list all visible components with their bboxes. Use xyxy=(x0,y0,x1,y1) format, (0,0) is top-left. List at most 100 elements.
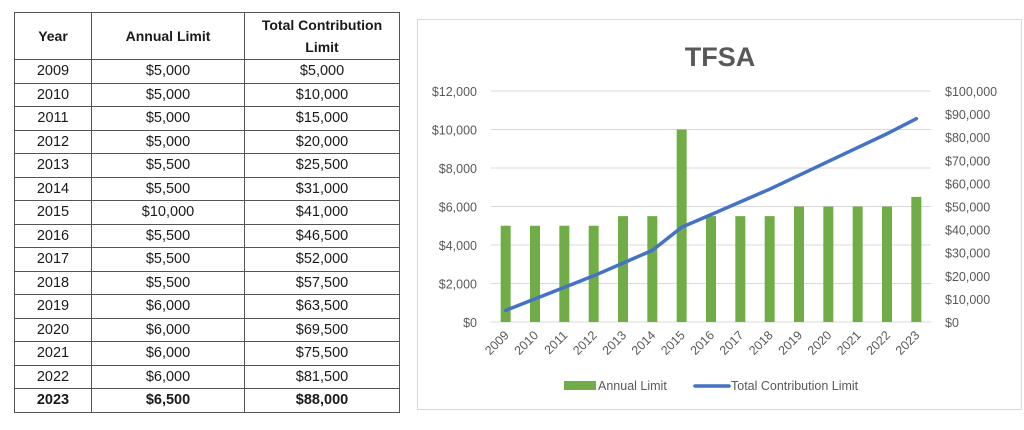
cell-annual-limit: $6,500 xyxy=(91,388,245,413)
y-right-tick-label: $40,000 xyxy=(945,224,990,238)
cell-annual-limit: $6,000 xyxy=(91,341,245,366)
cell-year: 2018 xyxy=(14,270,92,295)
cell-total-contribution-limit: $25,500 xyxy=(244,153,400,178)
legend-swatch-annual-limit xyxy=(564,381,596,390)
cell-annual-limit: $10,000 xyxy=(91,200,245,225)
cell-total-contribution-limit: $46,500 xyxy=(244,223,400,248)
cell-annual-limit: $5,000 xyxy=(91,106,245,131)
y-left-tick-label: $10,000 xyxy=(432,124,477,138)
table-row: 2020 $6,000 $69,500 xyxy=(14,317,400,342)
cell-year: 2012 xyxy=(14,129,92,154)
x-tick-label: 2012 xyxy=(570,328,600,358)
cell-year: 2020 xyxy=(14,317,92,342)
bar-annual-limit xyxy=(852,206,863,322)
cell-annual-limit: $5,000 xyxy=(91,82,245,107)
cell-total-contribution-limit: $31,000 xyxy=(244,176,400,201)
y-right-tick-label: $80,000 xyxy=(945,131,990,145)
table-row: 2013 $5,500 $25,500 xyxy=(14,153,400,178)
cell-annual-limit: $6,000 xyxy=(91,317,245,342)
tfsa-chart: TFSA $0 $2,000 $4,000 $6,000 $8,000 $10,000 $1… xyxy=(432,42,997,393)
x-tick-label: 2017 xyxy=(717,328,747,358)
header-total-contribution-limit: Total Contribution Limit xyxy=(244,12,400,60)
table-row: 2021 $6,000 $75,500 xyxy=(14,341,400,366)
cell-annual-limit: $6,000 xyxy=(91,294,245,319)
cell-annual-limit: $5,500 xyxy=(91,153,245,178)
chart-title: TFSA xyxy=(685,42,756,72)
table-row: 2018 $5,500 $57,500 xyxy=(14,270,400,295)
cell-total-contribution-limit: $52,000 xyxy=(244,247,400,272)
bar-annual-limit xyxy=(588,225,599,322)
cell-annual-limit: $5,500 xyxy=(91,223,245,248)
x-tick-label: 2014 xyxy=(629,328,659,358)
bar-annual-limit xyxy=(706,216,716,322)
cell-total-contribution-limit: $63,500 xyxy=(244,294,400,319)
x-tick-label: 2023 xyxy=(893,328,923,358)
y-right-tick-label: $90,000 xyxy=(945,108,990,122)
x-tick-label: 2019 xyxy=(776,328,806,358)
cell-year: 2009 xyxy=(14,59,92,84)
table-row: 2010 $5,000 $10,000 xyxy=(14,82,400,107)
cell-total-contribution-limit: $5,000 xyxy=(244,59,400,84)
cell-annual-limit: $5,500 xyxy=(91,176,245,201)
y-right-tick-label: $30,000 xyxy=(945,247,990,261)
y-right-tick-label: $70,000 xyxy=(945,154,990,168)
cell-total-contribution-limit: $57,500 xyxy=(244,270,400,295)
y-left-tick-label: $6,000 xyxy=(439,201,477,215)
bar-annual-limit xyxy=(530,225,540,322)
bar-annual-limit xyxy=(735,216,746,322)
y-right-tick-label: $20,000 xyxy=(945,270,990,284)
x-tick-label: 2020 xyxy=(805,328,835,358)
cell-total-contribution-limit: $20,000 xyxy=(244,129,400,154)
legend-label-annual-limit: Annual Limit xyxy=(598,379,667,393)
x-tick-label: 2018 xyxy=(746,328,776,358)
table-row: 2017 $5,500 $52,000 xyxy=(14,247,400,272)
cell-total-contribution-limit: $15,000 xyxy=(244,106,400,131)
table-row: 2023 $6,500 $88,000 xyxy=(14,388,400,413)
y-right-tick-label: $100,000 xyxy=(945,85,997,99)
bar-annual-limit xyxy=(911,196,922,322)
table-row: 2011 $5,000 $15,000 xyxy=(14,106,400,131)
y-right-tick-label: $0 xyxy=(945,316,959,330)
x-tick-label: 2015 xyxy=(658,328,688,358)
x-tick-label: 2011 xyxy=(542,328,571,357)
table-row: 2022 $6,000 $81,500 xyxy=(14,364,400,389)
cell-annual-limit: $5,000 xyxy=(91,59,245,84)
y-right-tick-label: $50,000 xyxy=(945,201,990,215)
x-tick-label: 2013 xyxy=(600,328,630,358)
y-left-tick-label: $0 xyxy=(463,316,477,330)
x-tick-label: 2022 xyxy=(864,328,894,358)
x-tick-label: 2016 xyxy=(688,328,718,358)
cell-year: 2015 xyxy=(14,200,92,225)
table-header-row: Year Annual Limit Total Contribution Lim… xyxy=(14,12,400,60)
cell-year: 2023 xyxy=(14,388,92,413)
x-tick-label: 2010 xyxy=(512,328,542,358)
cell-year: 2021 xyxy=(14,341,92,366)
bar-annual-limit xyxy=(559,225,570,322)
cell-year: 2016 xyxy=(14,223,92,248)
bar-annual-limit xyxy=(882,206,892,322)
chart-frame: TFSA $0 $2,000 $4,000 $6,000 $8,000 $10,000 $1… xyxy=(417,19,1022,410)
tfsa-table: Year Annual Limit Total Contribution Lim… xyxy=(14,12,400,413)
cell-year: 2013 xyxy=(14,153,92,178)
cell-total-contribution-limit: $75,500 xyxy=(244,341,400,366)
bar-annual-limit xyxy=(618,216,628,322)
legend-label-total-contribution-limit: Total Contribution Limit xyxy=(731,379,859,393)
bar-annual-limit xyxy=(500,225,511,322)
x-tick-label: 2009 xyxy=(482,328,512,358)
y-right-tick-label: $60,000 xyxy=(945,177,990,191)
table-row: 2012 $5,000 $20,000 xyxy=(14,129,400,154)
cell-annual-limit: $5,500 xyxy=(91,270,245,295)
cell-year: 2019 xyxy=(14,294,92,319)
cell-total-contribution-limit: $88,000 xyxy=(244,388,400,413)
header-year: Year xyxy=(14,12,92,60)
bar-annual-limit xyxy=(794,206,804,322)
cell-total-contribution-limit: $81,500 xyxy=(244,364,400,389)
y-left-tick-label: $4,000 xyxy=(439,239,477,253)
x-tick-label: 2021 xyxy=(834,328,864,358)
cell-year: 2017 xyxy=(14,247,92,272)
cell-year: 2014 xyxy=(14,176,92,201)
table-row: 2019 $6,000 $63,500 xyxy=(14,294,400,319)
bar-annual-limit xyxy=(764,216,775,322)
table-row: 2015 $10,000 $41,000 xyxy=(14,200,400,225)
cell-annual-limit: $5,500 xyxy=(91,247,245,272)
